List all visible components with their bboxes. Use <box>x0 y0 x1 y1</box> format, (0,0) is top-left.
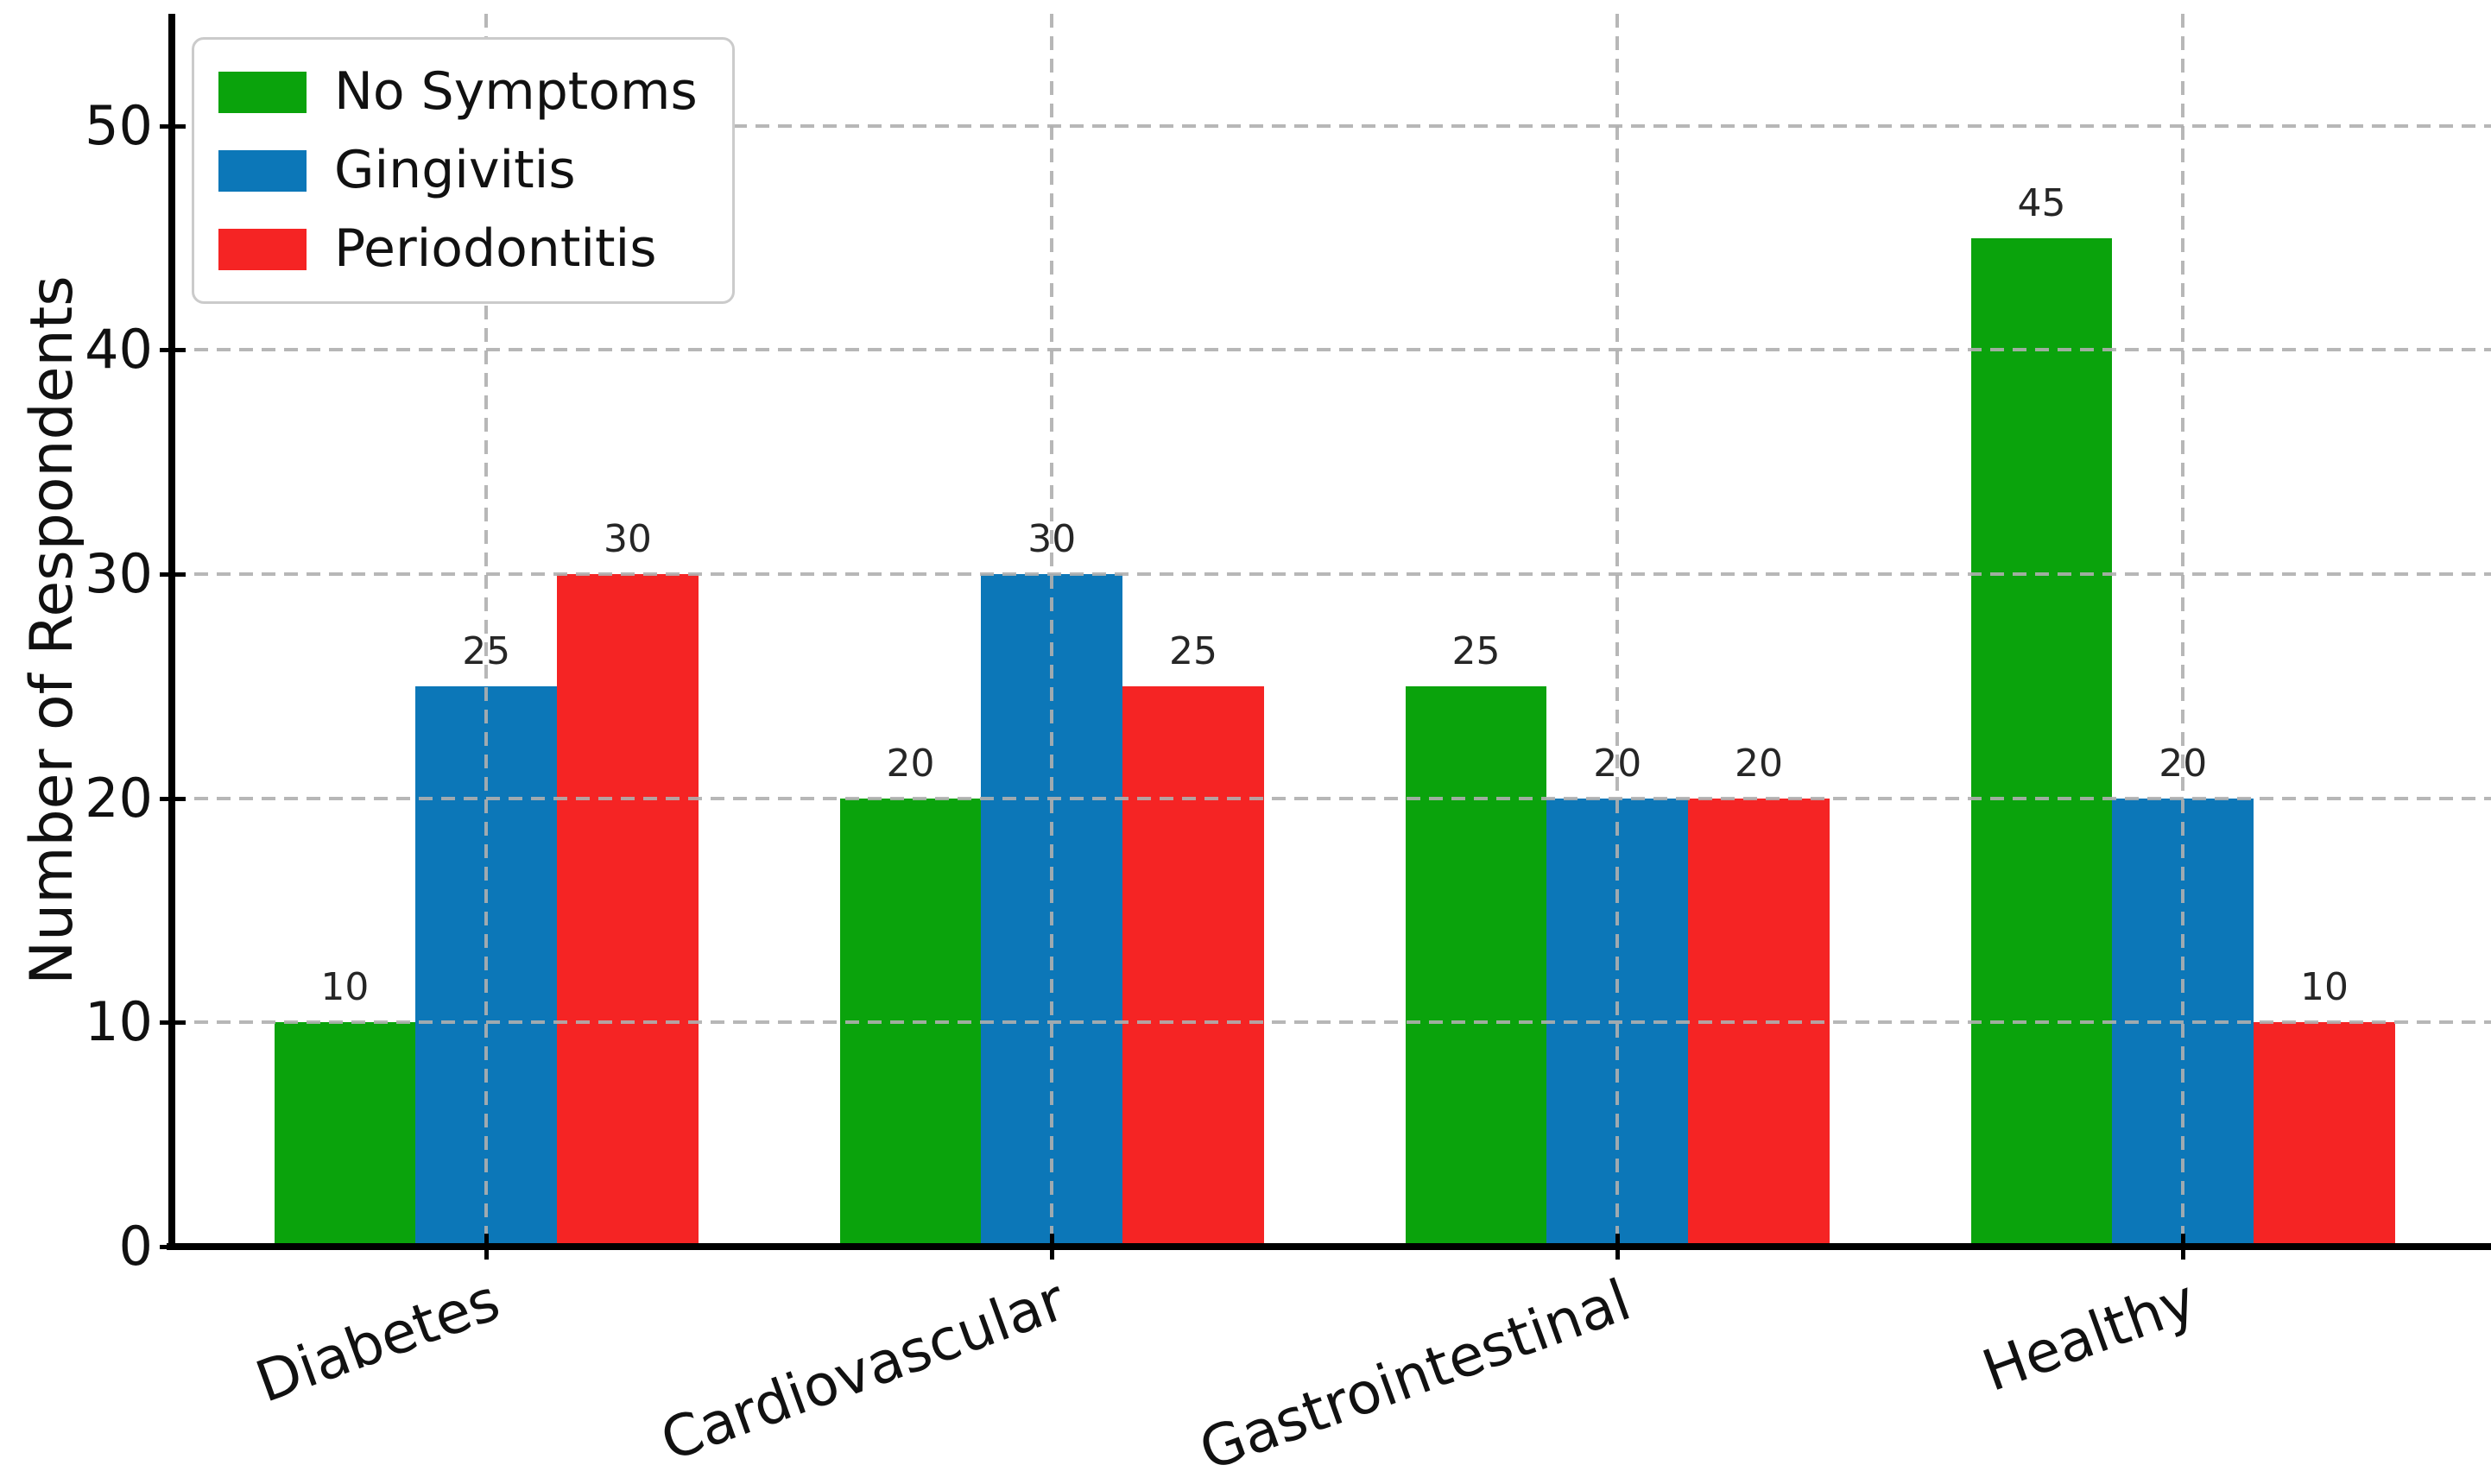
y-tick-mark-0 <box>160 1245 186 1249</box>
legend-item-no-symptoms: No Symptoms <box>218 62 698 122</box>
y-axis-spine <box>168 14 175 1247</box>
bar-cardiovascular-periodontitis <box>1122 685 1264 1247</box>
bar-value-label: 10 <box>320 965 370 1010</box>
x-tick-mark-diabetes <box>484 1234 490 1260</box>
y-tick-mark-50 <box>160 123 186 129</box>
h-gridline-20 <box>172 796 2491 800</box>
legend-label-gingivitis: Gingivitis <box>334 140 576 200</box>
y-tick-label-0: 0 <box>118 1215 153 1278</box>
bar-healthy-periodontitis <box>2254 1022 2395 1247</box>
figure: Number of Respondents 10 20 25 45 25 30 20 20 30… <box>0 14 2491 1484</box>
bar-value-label: 30 <box>1027 517 1077 562</box>
y-tick-mark-40 <box>160 348 186 353</box>
bar-value-label: 20 <box>1734 741 1783 786</box>
bar-diabetes-periodontitis <box>557 574 699 1247</box>
x-axis-spine <box>167 1243 2491 1250</box>
h-gridline-50 <box>172 123 2491 128</box>
x-tick-mark-cardiovascular <box>1050 1234 1055 1260</box>
y-tick-mark-30 <box>160 572 186 578</box>
h-gridline-10 <box>172 1020 2491 1025</box>
y-tick-mark-10 <box>160 1020 186 1026</box>
bar-diabetes-no-symptoms <box>274 1022 416 1247</box>
bar-value-label: 20 <box>1593 741 1642 786</box>
x-tick-mark-healthy <box>2181 1234 2186 1260</box>
y-tick-label-10: 10 <box>85 990 153 1054</box>
plot-area: 10 20 25 45 25 30 20 20 30 25 20 10 0 10 20 30 40 50 Diab… <box>85 14 2491 1484</box>
y-tick-label-30: 30 <box>85 542 153 606</box>
y-tick-label-20: 20 <box>85 766 153 830</box>
bar-value-label: 30 <box>603 517 652 562</box>
legend-label-periodontitis: Periodontitis <box>334 218 657 279</box>
legend-swatch-gingivitis <box>218 149 307 192</box>
legend: No Symptoms Gingivitis Periodontitis <box>192 37 735 304</box>
v-gridline-cardiovascular <box>1050 14 1054 1247</box>
bar-value-label: 45 <box>2017 180 2066 225</box>
bar-healthy-no-symptoms <box>1970 237 2113 1247</box>
legend-label-no-symptoms: No Symptoms <box>334 61 698 122</box>
h-gridline-40 <box>172 348 2491 352</box>
y-tick-label-40: 40 <box>85 318 153 382</box>
legend-swatch-no-symptoms <box>218 71 307 113</box>
x-tick-label-gastrointestinal: Gastrointestinal <box>1191 1266 1640 1484</box>
v-gridline-gastrointestinal <box>1615 14 1620 1247</box>
h-gridline-30 <box>172 572 2491 577</box>
y-tick-label-50: 50 <box>85 93 153 157</box>
x-tick-mark-gastrointestinal <box>1615 1234 1621 1260</box>
legend-swatch-periodontitis <box>218 228 307 270</box>
bar-value-label: 10 <box>2300 965 2349 1010</box>
bar-value-label: 25 <box>1451 628 1501 673</box>
y-axis-title: Number of Respondents <box>17 275 86 985</box>
y-axis-title-wrap: Number of Respondents <box>0 14 104 1247</box>
bar-value-label: 25 <box>462 628 511 673</box>
y-tick-mark-20 <box>160 796 186 801</box>
legend-item-gingivitis: Gingivitis <box>218 141 698 200</box>
bar-value-label: 20 <box>886 741 935 786</box>
x-tick-label-healthy: Healthy <box>1974 1266 2205 1405</box>
x-tick-label-cardiovascular: Cardiovascular <box>652 1266 1074 1475</box>
legend-item-periodontitis: Periodontitis <box>218 219 698 279</box>
v-gridline-diabetes <box>484 14 489 1247</box>
v-gridline-healthy <box>2181 14 2185 1247</box>
bar-value-label: 20 <box>2159 741 2208 786</box>
x-tick-label-diabetes: Diabetes <box>247 1266 509 1416</box>
bar-gastrointestinal-no-symptoms <box>1405 685 1547 1247</box>
bar-value-label: 25 <box>1168 628 1217 673</box>
